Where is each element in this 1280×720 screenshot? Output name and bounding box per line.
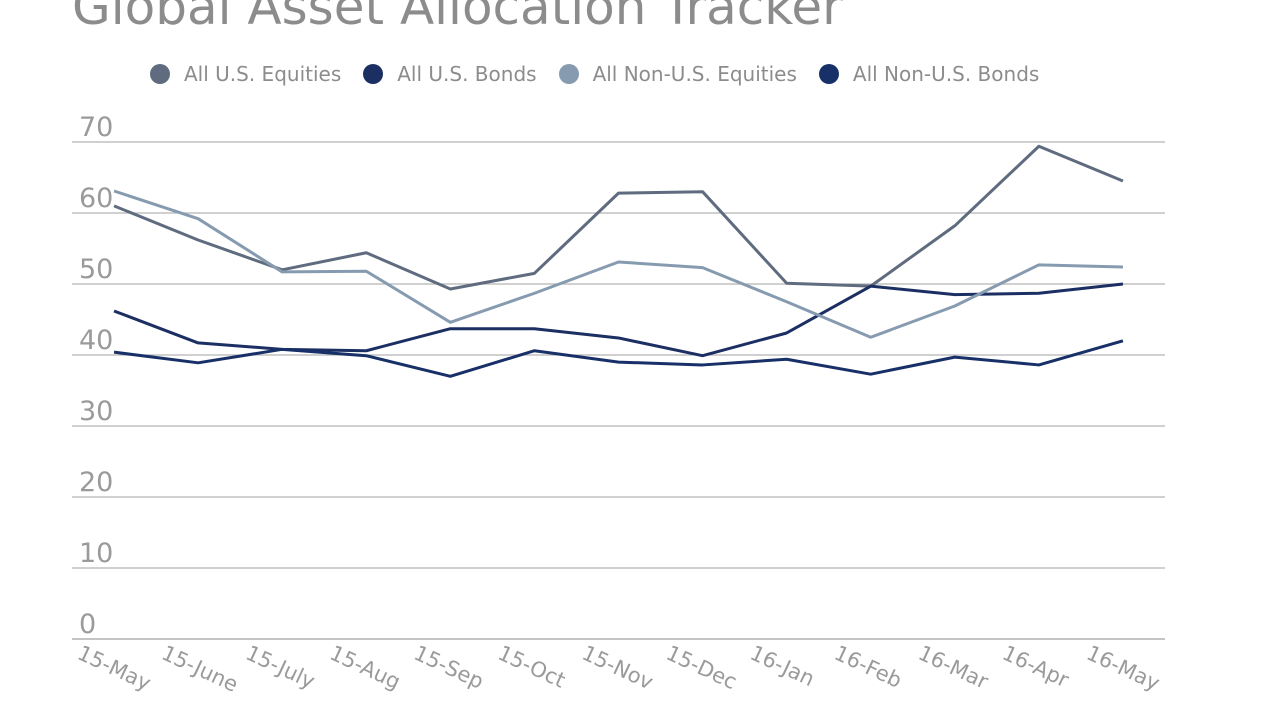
legend-item: All Non-U.S. Equities xyxy=(558,62,797,86)
y-tick-label: 70 xyxy=(79,112,113,143)
x-tick-label: 16-Feb xyxy=(831,641,906,693)
x-tick-label: 16-Jan xyxy=(747,641,819,691)
legend: All U.S. Equities All U.S. Bonds All Non… xyxy=(150,62,1039,86)
x-tick-label: 15-Dec xyxy=(662,641,740,694)
x-tick-label: 15-Aug xyxy=(326,641,404,694)
legend-marker xyxy=(363,64,384,84)
x-tick-label: 15-June xyxy=(158,641,242,697)
y-tick-label: 40 xyxy=(79,325,113,356)
legend-label: All U.S. Equities xyxy=(184,62,342,86)
y-tick-label: 50 xyxy=(79,254,113,285)
x-tick-label: 16-Mar xyxy=(915,641,992,694)
legend-item: All U.S. Equities xyxy=(150,62,341,86)
y-tick-label: 10 xyxy=(79,538,113,569)
x-tick-label: 15-Sep xyxy=(410,641,487,694)
series-line xyxy=(113,144,1124,291)
legend-label: All Non-U.S. Bonds xyxy=(852,62,1040,86)
x-tick-label: 15-May xyxy=(74,641,155,696)
legend-marker xyxy=(558,64,579,84)
legend-item: All U.S. Bonds xyxy=(363,62,537,86)
x-tick-label: 15-Oct xyxy=(494,641,569,693)
y-tick-label: 30 xyxy=(79,396,113,427)
series-line xyxy=(113,282,1124,358)
x-tick-label: 15-Nov xyxy=(578,641,656,695)
series-line xyxy=(113,339,1124,378)
legend-marker xyxy=(818,64,839,84)
x-tick-label: 15-July xyxy=(242,641,319,694)
y-tick-label: 60 xyxy=(79,183,113,214)
legend-label: All U.S. Bonds xyxy=(397,62,537,86)
y-tick-label: 0 xyxy=(79,609,96,640)
series-line xyxy=(113,189,1123,339)
legend-label: All Non-U.S. Equities xyxy=(592,62,797,86)
x-tick-label: 16-May xyxy=(1083,641,1164,696)
x-tick-label: 16-Apr xyxy=(999,641,1073,693)
y-tick-label: 20 xyxy=(79,467,113,498)
legend-item: All Non-U.S. Bonds xyxy=(818,62,1040,86)
legend-marker xyxy=(150,64,170,84)
chart-title: Global Asset Allocation Tracker xyxy=(72,0,843,36)
